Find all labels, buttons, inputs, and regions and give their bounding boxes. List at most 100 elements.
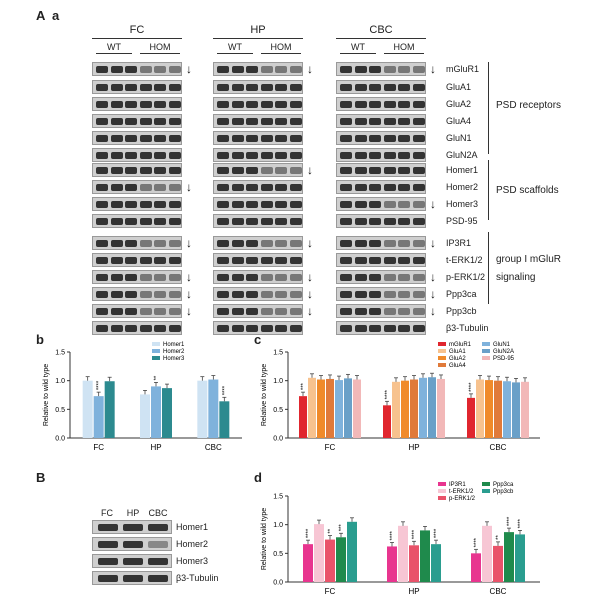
- blot-band: [217, 84, 229, 91]
- blot-band: [289, 66, 302, 73]
- blot-band: [231, 240, 244, 247]
- blot-band: [231, 257, 244, 264]
- legend-swatch: [152, 342, 160, 346]
- blot-band: [123, 558, 143, 565]
- blot-band: [139, 218, 152, 225]
- blot-band: [125, 325, 137, 332]
- blot-band: [246, 184, 258, 191]
- region-header-hp: HP: [250, 24, 266, 36]
- blot-band: [217, 66, 229, 73]
- blot-band: [168, 101, 181, 108]
- group-label-psd-receptors: PSD receptors: [496, 100, 562, 111]
- blot-strip: [92, 520, 172, 534]
- blot-band: [110, 66, 123, 73]
- blot-band: [217, 240, 229, 247]
- bar: [515, 534, 525, 582]
- blot-band: [275, 257, 287, 264]
- blot-band: [398, 325, 410, 332]
- blot-band: [98, 541, 118, 548]
- blot-band: [246, 240, 258, 247]
- blot-row-label: p-ERK1/2: [446, 272, 486, 282]
- y-tick-label: 1.0: [273, 378, 283, 385]
- blot-band: [217, 101, 229, 108]
- legend-swatch: [438, 496, 446, 500]
- blot-strip: [336, 180, 426, 194]
- legend-label: Ppp3ca: [493, 482, 514, 488]
- legend-label: Homer3: [163, 356, 185, 362]
- blot-band: [340, 291, 352, 298]
- blot-band: [139, 308, 152, 315]
- blot-strip: [92, 62, 182, 76]
- blot-band: [369, 152, 381, 159]
- blot-strip: [213, 97, 303, 111]
- blot-band: [139, 325, 152, 332]
- blot-band: [246, 167, 258, 174]
- significance-stars: ****: [306, 528, 312, 538]
- blot-band: [154, 152, 166, 159]
- legend-swatch: [482, 342, 490, 346]
- bar: [392, 381, 400, 438]
- bar: [387, 546, 397, 582]
- bar: [398, 525, 408, 582]
- y-tick-label: 1.0: [55, 378, 65, 385]
- blot-band: [383, 66, 396, 73]
- bar: [303, 544, 313, 582]
- blot-band: [139, 274, 152, 281]
- blot-band: [98, 575, 118, 582]
- blot-band: [246, 218, 258, 225]
- blot-row-label: GluA1: [446, 82, 472, 92]
- genotype-hom: HOM: [393, 42, 415, 52]
- bar-chart-c: Relative to wild type 0.0 0.5 1.0 1.5 *** FC **…: [261, 342, 540, 452]
- region-underline: [92, 38, 182, 39]
- blot-band: [289, 135, 302, 142]
- blot-band: [98, 524, 118, 531]
- blot-band: [289, 118, 302, 125]
- bar: [93, 396, 104, 438]
- bar: [219, 401, 230, 438]
- x-tick-label: FC: [325, 587, 336, 596]
- x-tick-label: HP: [408, 443, 419, 452]
- blot-band: [246, 274, 258, 281]
- blot-band: [412, 201, 425, 208]
- y-tick-label: 1.5: [273, 350, 283, 357]
- blot-band: [217, 257, 229, 264]
- down-arrow-icon: ↓: [307, 236, 313, 250]
- blot-band: [139, 240, 152, 247]
- significance-stars: **: [154, 375, 160, 380]
- blot-band: [110, 240, 123, 247]
- blot-row-label: Homer2: [176, 539, 209, 549]
- blot-band: [275, 325, 287, 332]
- blot-band: [154, 201, 166, 208]
- blot-band: [231, 218, 244, 225]
- blot-band: [123, 524, 143, 531]
- blot-band: [354, 118, 367, 125]
- panel-label-d: d: [254, 470, 262, 485]
- blot-band: [383, 118, 396, 125]
- blot-band: [231, 66, 244, 73]
- blot-band: [110, 167, 123, 174]
- legend-swatch: [152, 356, 160, 360]
- blot-band: [383, 101, 396, 108]
- y-axis-label: Relative to wild type: [261, 364, 268, 426]
- group-bracket-psd-receptors: [488, 62, 489, 154]
- bar: [419, 377, 427, 438]
- blot-strip: [213, 304, 303, 318]
- bar: [493, 545, 503, 582]
- blot-band: [231, 152, 244, 159]
- blot-band: [412, 240, 425, 247]
- blot-band: [398, 274, 410, 281]
- blot-row-label: Ppp3ca: [446, 289, 477, 299]
- blot-band: [398, 135, 410, 142]
- blot-band: [340, 101, 352, 108]
- bar: [317, 379, 325, 438]
- bar: [401, 380, 409, 438]
- blot-band: [231, 291, 244, 298]
- region-header-cbc: CBC: [369, 24, 393, 36]
- blot-band: [369, 66, 381, 73]
- blot-band: [154, 325, 166, 332]
- blot-band: [354, 201, 367, 208]
- blot-band: [154, 308, 166, 315]
- blot-band: [154, 218, 166, 225]
- blot-band: [340, 118, 352, 125]
